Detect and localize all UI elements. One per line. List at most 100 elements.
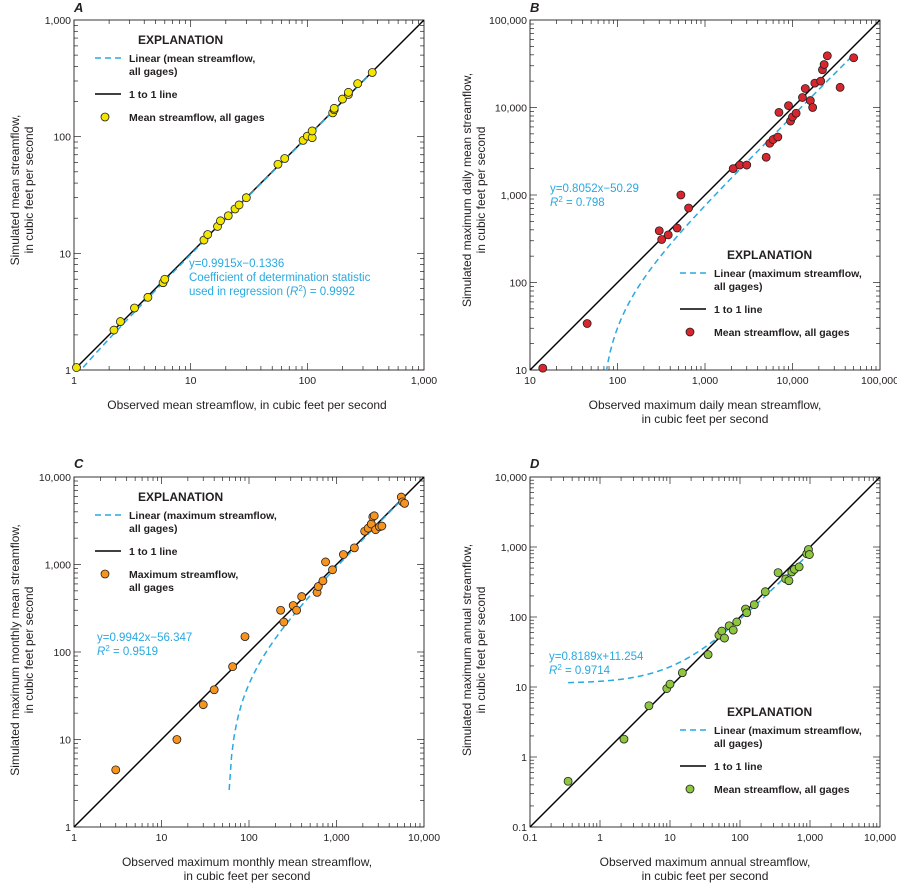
data-point [654, 226, 664, 236]
y-tick-label: 0.1 [512, 822, 527, 834]
legend-points-label: Mean streamflow, all gages [714, 327, 850, 339]
data-point [849, 53, 859, 63]
legend-points-label: Mean streamflow, all gages [129, 112, 265, 124]
data-point [791, 108, 801, 118]
data-points [563, 545, 814, 786]
x-tick-label: 1,000 [411, 375, 437, 387]
data-point [111, 765, 121, 775]
y-tick-label: 100 [509, 612, 527, 624]
data-point [292, 605, 302, 615]
data-point [297, 592, 307, 601]
data-point [663, 230, 673, 240]
y-axis-label-line: in cubic feet per second [474, 587, 488, 714]
x-tick-label: 1,000 [323, 832, 349, 844]
x-tick-label: 10,000 [864, 832, 896, 844]
data-point [280, 154, 290, 163]
y-tick-label: 1 [65, 365, 71, 377]
data-point [116, 317, 125, 326]
data-point [367, 68, 377, 77]
legend-one-to-one-label: 1 to 1 line [129, 546, 178, 558]
data-point [172, 735, 182, 744]
x-tick-label: 1,000 [797, 832, 823, 844]
y-tick-label: 100 [53, 647, 71, 659]
annotation-part: = 0.9714 [562, 665, 611, 677]
x-tick-label: 100 [240, 832, 258, 844]
tick-marks [529, 477, 880, 828]
y-tick-label: 100,000 [489, 15, 527, 27]
x-tick-label: 100,000 [861, 375, 897, 387]
data-point [328, 565, 337, 575]
tick-marks [73, 477, 424, 828]
data-point [784, 101, 793, 111]
x-tick-label: 10 [185, 375, 197, 387]
legend-title: EXPLANATION [727, 248, 812, 262]
x-axis-label: Observed maximum daily mean streamflow, [589, 398, 822, 412]
data-point [784, 576, 794, 586]
data-point [198, 700, 208, 710]
panel-letter: C [74, 456, 84, 471]
data-point [538, 363, 548, 373]
data-point [794, 562, 804, 572]
data-point [728, 625, 738, 635]
data-point [665, 679, 675, 689]
data-point [307, 126, 317, 136]
legend-point-swatch [100, 112, 110, 122]
data-points [72, 68, 377, 372]
data-point [130, 303, 139, 313]
x-tick-label: 1 [71, 375, 77, 387]
legend-point-swatch [685, 784, 695, 794]
data-point [816, 76, 826, 86]
data-points [111, 492, 409, 775]
data-point [279, 617, 289, 627]
x-axis-label: in cubic feet per second [184, 869, 311, 883]
data-point [728, 164, 738, 174]
regression-annotation: y=0.9915x−0.1336 [189, 258, 284, 270]
data-point [582, 319, 592, 328]
x-tick-label: 10 [156, 832, 168, 844]
x-axis-label: Observed maximum annual streamflow, [600, 855, 811, 869]
legend-title: EXPLANATION [727, 705, 812, 719]
data-point [773, 132, 783, 142]
annotation-part: ) = 0.9992 [303, 286, 355, 298]
x-tick-label: 10 [524, 375, 536, 387]
annotation-part: = 0.9519 [110, 646, 158, 658]
regression-annotation: R2 = 0.798 [550, 195, 605, 209]
legend-point-swatch [685, 327, 695, 337]
y-axis-label-line: in cubic feet per second [22, 587, 36, 714]
y-tick-label: 1 [65, 822, 71, 834]
data-point [773, 568, 783, 578]
data-point [143, 292, 153, 302]
tick-marks [529, 20, 880, 371]
data-point [203, 230, 213, 239]
legend-one-to-one-label: 1 to 1 line [129, 89, 178, 101]
x-tick-label: 10,000 [408, 832, 440, 844]
panel-letter: A [73, 0, 83, 15]
data-point [318, 576, 328, 586]
regression-annotation: y=0.9942x−56.347 [97, 632, 192, 644]
data-point [353, 79, 363, 89]
annotation-part: R [550, 197, 558, 209]
y-tick-label: 100 [53, 132, 71, 144]
legend-regression-label: all gages) [129, 66, 177, 78]
x-axis-label: in cubic feet per second [642, 869, 769, 883]
data-point [216, 216, 225, 226]
annotation-part: R [97, 646, 105, 658]
y-axis-label: Simulated mean streamflow,in cubic feet … [8, 115, 36, 266]
regression-line [228, 495, 406, 790]
y-tick-label: 10,000 [39, 472, 71, 484]
x-axis-label: in cubic feet per second [642, 412, 769, 426]
data-point [377, 521, 387, 531]
annotation-part: used in regression ( [189, 286, 290, 298]
y-axis-label: Simulated maximum daily mean streamflow,… [460, 73, 488, 307]
y-axis-label-line: Simulated maximum annual streamflow, [460, 544, 474, 756]
plot-frame [529, 476, 881, 828]
data-point [742, 608, 752, 618]
panel-b: 10 100 1,000 10,000 100,000 10 100 1,000 10,000 1… [460, 0, 897, 426]
data-point [563, 776, 573, 786]
legend-one-to-one-label: 1 to 1 line [714, 761, 763, 773]
annotation-part: 2 [105, 644, 110, 653]
data-point [234, 200, 244, 210]
data-point [804, 550, 814, 559]
y-tick-label: 1,000 [501, 542, 527, 554]
data-point [672, 223, 682, 233]
